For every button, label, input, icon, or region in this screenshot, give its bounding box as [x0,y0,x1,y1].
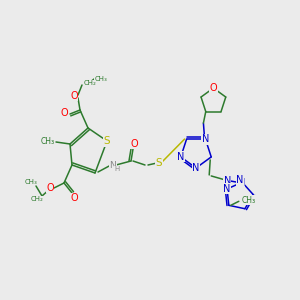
Text: O: O [46,183,54,193]
Text: CH₂: CH₂ [31,196,44,202]
Text: O: O [70,91,78,101]
Text: N: N [224,184,231,194]
Text: N: N [177,152,184,162]
Text: N: N [236,175,244,185]
Text: S: S [104,136,110,146]
Text: N: N [202,134,209,144]
Text: O: O [130,139,138,149]
Text: CH₃: CH₃ [25,179,38,185]
Text: O: O [70,193,78,203]
Text: N: N [192,163,200,173]
Text: CH₃: CH₃ [94,76,107,82]
Text: N: N [224,176,231,186]
Text: N: N [238,178,245,188]
Text: CH₃: CH₃ [242,196,256,205]
Text: CH₃: CH₃ [41,137,55,146]
Text: O: O [60,108,68,118]
Text: CH₂: CH₂ [84,80,96,86]
Text: S: S [156,158,162,168]
Text: H: H [114,166,120,172]
Text: N: N [110,160,116,169]
Text: O: O [210,83,217,93]
